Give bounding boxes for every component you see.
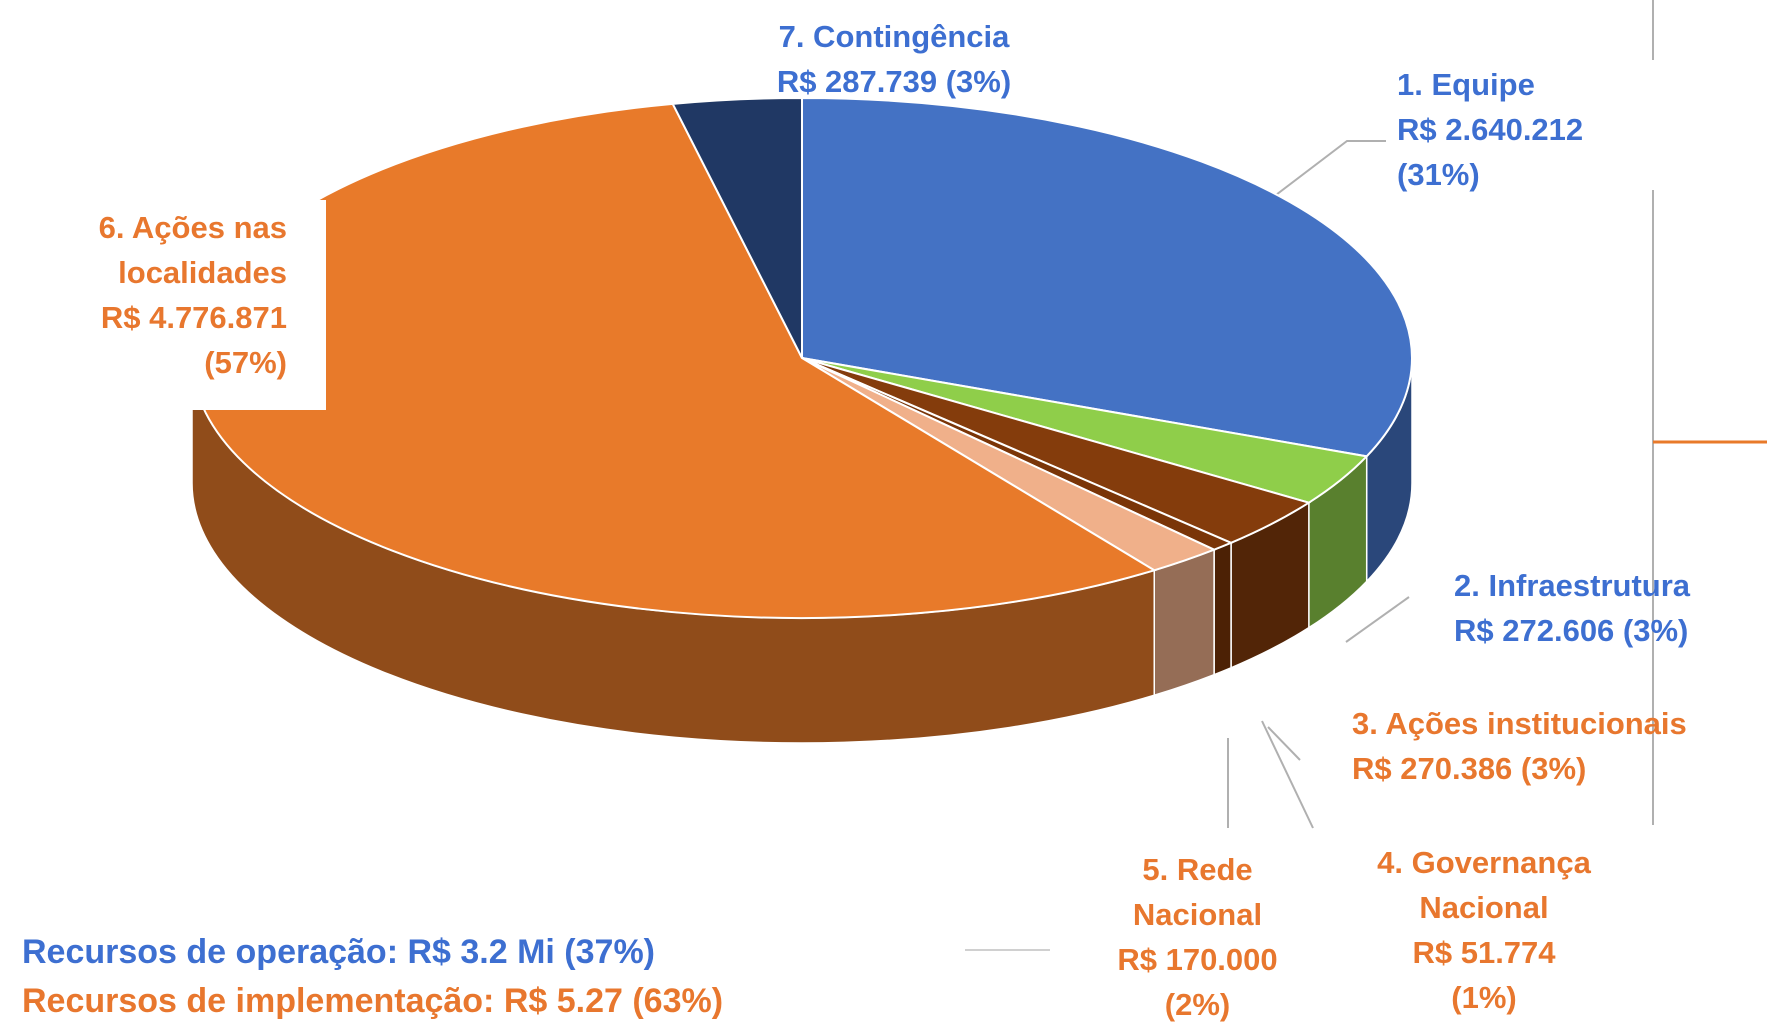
pie-slice <box>801 96 1413 458</box>
data-label-name: 1. Equipe <box>1397 67 1535 102</box>
leader-line <box>1250 140 1386 215</box>
data-label-name: 6. Ações nas localidades <box>98 210 287 290</box>
data-label: R$ 272.606 (3%) <box>1454 613 1689 648</box>
leader-line <box>1345 596 1410 643</box>
data-label-name: 2. Infraestrutura <box>1454 568 1691 603</box>
data-label-name: 5. Rede Nacional <box>1132 852 1263 932</box>
data-label: R$ 170.000 (2%) <box>1117 942 1278 1022</box>
pie-slice-side <box>1153 548 1215 697</box>
data-label-name: 3. Ações institucionais <box>1352 706 1687 741</box>
pie-sides <box>191 357 1413 744</box>
data-label-name: 7. Contingência <box>778 19 1010 54</box>
pie-slice <box>191 102 1157 619</box>
data-label: R$ 51.774 (1%) <box>1412 935 1556 1015</box>
data-label: R$ 287.739 (3%) <box>776 64 1012 99</box>
annotation: Recursos de implementação: R$ 5.27 (63%) <box>22 982 724 1020</box>
label-backdrop <box>0 200 326 410</box>
pie-slice <box>671 96 803 359</box>
decorations <box>720 0 1767 951</box>
data-label: R$ 2.640.212 (31%) <box>1397 112 1584 192</box>
leader-line <box>1267 726 1301 761</box>
data-label: R$ 270.386 (3%) <box>1352 751 1587 786</box>
pie-tops <box>191 96 1413 619</box>
pie-slice-side <box>1213 541 1232 676</box>
data-label-name: 4. Governança Nacional <box>1377 845 1591 925</box>
annotation: Recursos de operação: R$ 3.2 Mi (37%) <box>22 933 656 971</box>
data-label: R$ 4.776.871 (57%) <box>100 300 287 380</box>
leader-line <box>1261 720 1314 829</box>
